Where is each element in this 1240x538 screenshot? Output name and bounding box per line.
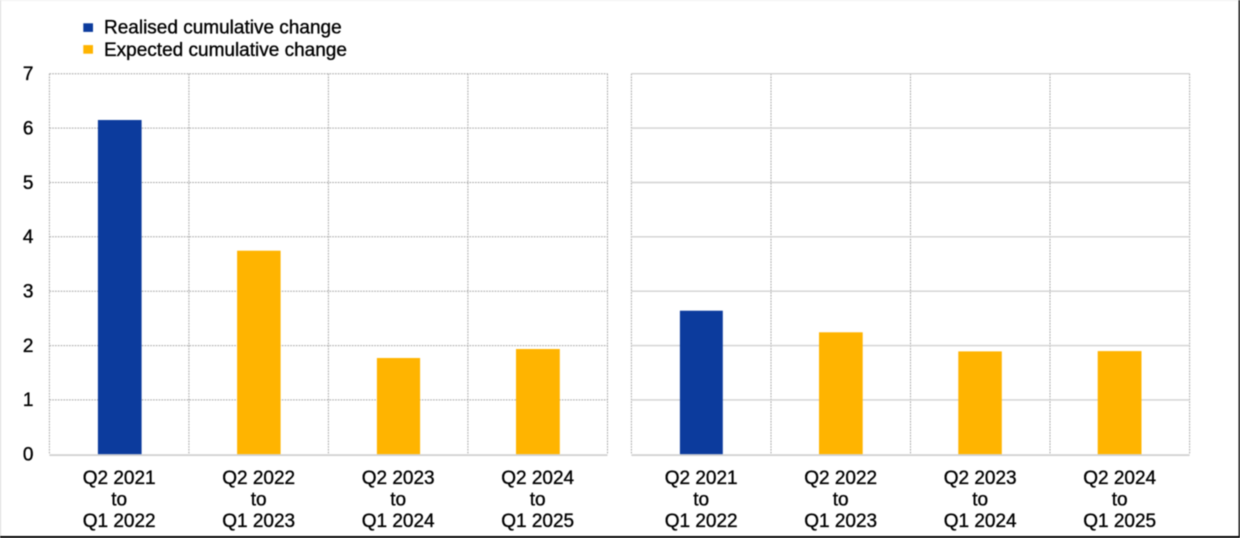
svg-text:Q2 2023: Q2 2023: [362, 468, 435, 489]
svg-text:4: 4: [23, 227, 34, 248]
svg-text:Q1 2024: Q1 2024: [944, 511, 1017, 532]
svg-text:to: to: [530, 490, 546, 511]
svg-text:to: to: [251, 490, 267, 511]
svg-text:Realised cumulative change: Realised cumulative change: [104, 18, 342, 39]
svg-text:to: to: [693, 490, 709, 511]
svg-text:6: 6: [23, 118, 34, 139]
svg-text:5: 5: [23, 173, 34, 194]
svg-text:Q2 2023: Q2 2023: [944, 468, 1017, 489]
svg-text:2: 2: [23, 336, 34, 357]
svg-text:Q1 2024: Q1 2024: [362, 511, 435, 532]
svg-text:Q2 2021: Q2 2021: [83, 468, 156, 489]
svg-text:to: to: [111, 490, 127, 511]
svg-text:Q1 2023: Q1 2023: [804, 511, 877, 532]
svg-text:7: 7: [23, 64, 34, 85]
svg-text:to: to: [833, 490, 849, 511]
svg-text:Q1 2025: Q1 2025: [501, 511, 574, 532]
svg-text:3: 3: [23, 282, 34, 303]
svg-text:to: to: [1112, 490, 1128, 511]
svg-text:0: 0: [23, 445, 34, 466]
svg-text:Q2 2022: Q2 2022: [804, 468, 877, 489]
svg-text:Q1 2023: Q1 2023: [222, 511, 295, 532]
svg-text:Q2 2022: Q2 2022: [222, 468, 295, 489]
svg-text:Q1 2025: Q1 2025: [1083, 511, 1156, 532]
svg-text:Q2 2021: Q2 2021: [665, 468, 738, 489]
svg-text:to: to: [390, 490, 406, 511]
svg-text:Q1 2022: Q1 2022: [665, 511, 738, 532]
svg-text:Q2 2024: Q2 2024: [1083, 468, 1156, 489]
svg-text:Q2 2024: Q2 2024: [501, 468, 574, 489]
svg-text:to: to: [972, 490, 988, 511]
svg-text:Q1 2022: Q1 2022: [83, 511, 156, 532]
svg-text:1: 1: [23, 390, 34, 411]
svg-text:Expected cumulative change: Expected cumulative change: [104, 40, 347, 61]
